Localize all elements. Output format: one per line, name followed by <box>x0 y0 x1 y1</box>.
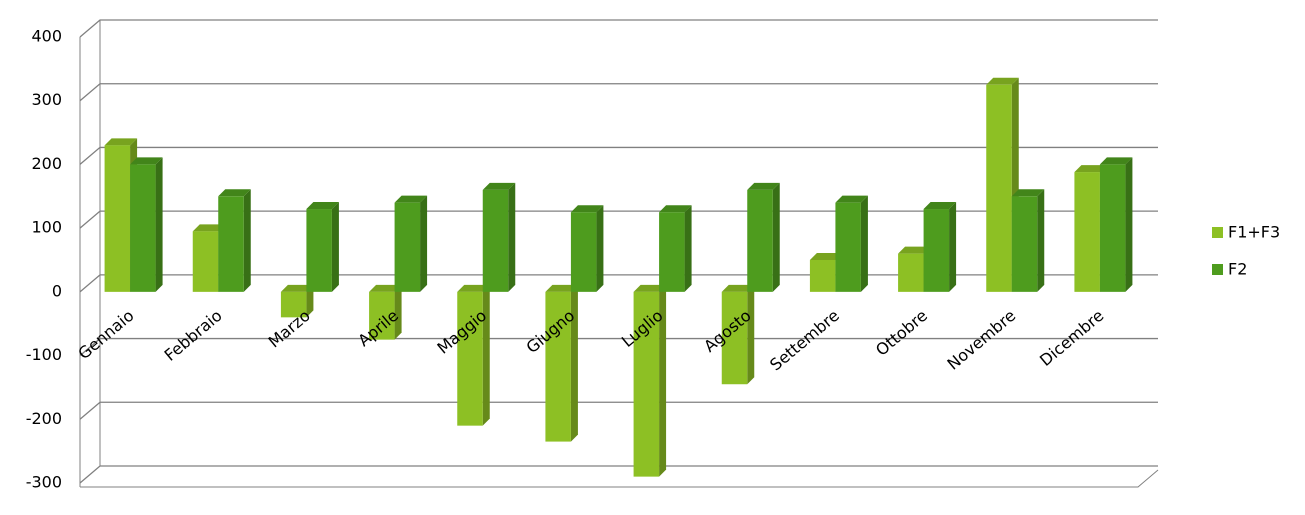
y-tick-label: 100 <box>31 218 62 237</box>
bar-top <box>394 195 428 203</box>
legend-label: F1+F3 <box>1228 223 1280 242</box>
bar <box>809 260 836 292</box>
grid-line <box>79 465 1158 484</box>
bar <box>1074 172 1100 292</box>
bar-top <box>721 284 755 292</box>
legend-swatch <box>1212 227 1223 238</box>
bar <box>545 291 571 442</box>
bar-side <box>331 202 339 292</box>
bar-side <box>772 182 780 292</box>
grid-line <box>79 146 1158 165</box>
bar <box>570 212 597 292</box>
y-tick-label: -200 <box>26 409 62 428</box>
y-tick-label: 300 <box>31 90 62 109</box>
bar-top <box>457 284 490 292</box>
bar-side <box>570 284 578 442</box>
bar-top <box>306 202 339 210</box>
legend-label: F2 <box>1228 260 1247 279</box>
bar <box>369 291 395 340</box>
bar-top <box>898 246 931 254</box>
bar-top <box>130 157 163 165</box>
bar-top <box>835 195 868 203</box>
bar-top <box>218 189 251 197</box>
grid-line <box>79 19 1158 38</box>
bar-top <box>570 205 604 213</box>
bar-side <box>684 205 692 292</box>
plot-frame <box>79 19 1159 488</box>
bar-side <box>596 205 604 292</box>
x-tick-label: Ottobre <box>872 306 931 360</box>
bar-top <box>809 253 843 260</box>
x-tick-label: Settembre <box>766 306 843 375</box>
bar <box>633 291 660 477</box>
bar-side <box>1125 157 1133 292</box>
bar-top <box>1074 165 1107 173</box>
bar-top <box>1011 189 1045 197</box>
grid-line <box>79 274 1158 293</box>
bar-top <box>369 284 402 292</box>
grid-line <box>79 337 1158 357</box>
bar <box>986 84 1012 292</box>
bar <box>721 291 748 385</box>
bar <box>835 202 861 292</box>
x-tick-label: Febbraio <box>161 306 226 365</box>
grid-line <box>79 210 1158 229</box>
bar <box>482 189 509 292</box>
y-tick-label: -100 <box>26 345 62 364</box>
bar <box>130 164 156 292</box>
grid-line <box>79 83 1158 102</box>
bar-side <box>482 284 490 426</box>
legend-swatch <box>1212 264 1223 275</box>
bar <box>280 291 307 318</box>
bar-top <box>192 224 226 232</box>
bar <box>1011 196 1038 292</box>
bar-side <box>155 157 163 292</box>
bar <box>104 145 131 292</box>
bar-side <box>949 202 957 292</box>
x-tick-label: Dicembre <box>1036 306 1107 370</box>
bar <box>306 209 332 292</box>
bar-side <box>860 195 868 292</box>
bar-top <box>633 284 667 292</box>
bar-top <box>986 77 1019 85</box>
bar <box>898 253 924 292</box>
y-tick-label: 400 <box>31 27 62 46</box>
bar <box>1099 164 1126 292</box>
bar <box>394 202 421 292</box>
bar-top <box>659 205 692 213</box>
bar <box>192 231 219 292</box>
bar-side <box>420 195 428 292</box>
x-tick-label: Gennaio <box>74 306 137 363</box>
bar <box>218 196 244 292</box>
bar-side <box>394 284 402 340</box>
bar-top <box>482 182 516 190</box>
y-tick-label: 0 <box>52 281 62 300</box>
bar-side <box>508 182 516 292</box>
bar <box>923 209 950 292</box>
bar-side <box>659 284 667 477</box>
bar-top <box>1099 157 1133 165</box>
y-tick-label: -300 <box>26 473 62 492</box>
bar <box>659 212 685 292</box>
bar-side <box>747 284 755 385</box>
y-tick-label: 200 <box>31 154 62 173</box>
bar-top <box>280 284 314 292</box>
bar <box>747 189 773 292</box>
x-tick-label: Novembre <box>944 306 1020 374</box>
grid-line <box>79 401 1158 420</box>
bar-top <box>545 284 578 292</box>
bar-top <box>923 202 957 210</box>
bar-side <box>306 284 314 318</box>
bar-side <box>1037 189 1045 292</box>
bar <box>457 291 483 426</box>
bar-top <box>104 138 138 146</box>
bars <box>104 77 1133 477</box>
floor-edge <box>80 469 1159 488</box>
bar-top <box>747 182 780 190</box>
bar-side <box>243 189 251 292</box>
